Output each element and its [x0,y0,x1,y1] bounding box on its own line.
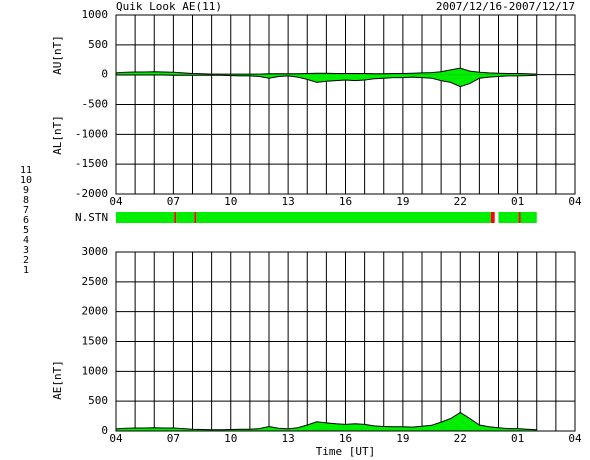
plot-border [115,251,576,432]
station-segment [520,212,537,223]
x-tick-label: 04 [568,432,582,445]
y-tick-label: 2500 [82,275,109,288]
y-tick-label: 3000 [82,245,109,258]
station-segment [194,212,197,223]
y-axis-label: AE[nT] [51,360,64,400]
station-segment [498,212,519,223]
station-segment [116,212,175,223]
legend-entry: 1 [23,265,29,276]
y-tick-label: 0 [101,68,108,81]
legend-entry: 7 [23,205,29,216]
x-tick-label: 04 [109,195,123,208]
y-tick-label: 1500 [82,335,109,348]
legend-entry: 11 [20,165,32,176]
x-tick-label: 04 [568,195,582,208]
legend-entry: 6 [23,215,29,226]
n-stn-label: N.STN [75,211,108,224]
plot-border [115,14,576,195]
legend-entry: 10 [20,175,32,186]
page-title: Quik Look AE(11) [116,0,222,13]
y-axis-label: AL[nT] [51,115,64,155]
y-tick-label: 500 [88,394,108,407]
legend-entry: 4 [23,235,29,246]
legend-entry: 9 [23,185,29,196]
x-tick-label: 13 [282,432,295,445]
series-line [115,411,537,431]
x-tick-label: 16 [339,432,352,445]
series-line [115,67,537,75]
area [116,74,537,87]
legend-entry: 3 [23,245,29,256]
legend-entry: 5 [23,225,29,236]
station-segment [174,212,177,223]
station-segment [196,212,491,223]
x-tick-label: 16 [339,195,352,208]
y-tick-label: 0 [101,424,108,437]
x-axis-label: Time [UT] [316,445,376,458]
x-tick-label: 10 [224,432,237,445]
date-range: 2007/12/16-2007/12/17 [436,0,575,13]
y-tick-label: 2000 [82,305,109,318]
x-tick-label: 13 [282,195,295,208]
x-tick-label: 22 [454,432,467,445]
legend-entry: 2 [23,255,29,266]
x-tick-label: 01 [511,195,524,208]
y-tick-label: -1000 [75,127,108,140]
y-axis-label: AU[nT] [51,35,64,75]
y-tick-label: -1500 [75,157,108,170]
y-tick-label: 1000 [82,364,109,377]
station-segment [176,212,195,223]
y-tick-label: -500 [82,98,109,111]
area [116,412,537,431]
station-segment [518,212,521,223]
x-tick-label: 04 [109,432,123,445]
x-tick-label: 07 [167,195,180,208]
series-line [116,74,537,88]
y-tick-label: -2000 [75,187,108,200]
x-tick-label: 22 [454,195,467,208]
y-tick-label: 500 [88,38,108,51]
x-tick-label: 01 [511,432,524,445]
station-segment [490,212,495,223]
y-tick-label: 1000 [82,8,109,21]
x-tick-label: 07 [167,432,180,445]
x-tick-label: 10 [224,195,237,208]
legend-entry: 8 [23,195,29,206]
x-tick-label: 19 [396,432,409,445]
x-tick-label: 19 [396,195,409,208]
